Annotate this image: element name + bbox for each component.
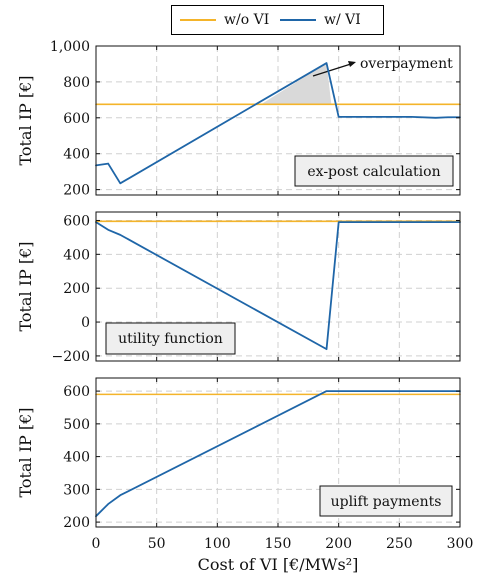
series-line-w-vi — [95, 390, 461, 518]
overpayment-label: overpayment — [360, 56, 453, 72]
y-tick-label: 800 — [63, 75, 90, 91]
y-axis-title: Total IP [€] — [16, 407, 35, 497]
annotation-box — [105, 322, 236, 355]
x-axis-title: Cost of VI [€/MWs²] — [198, 555, 359, 574]
y-tick-label: 400 — [63, 147, 90, 163]
x-tick-label: 100 — [204, 536, 231, 552]
panel-3: 200 300 400 500 600 0 50 100 150 200 250 300 Total I… — [16, 377, 474, 552]
annotation-box — [294, 155, 454, 187]
y-tick-label: 500 — [63, 417, 90, 433]
legend-item-wo-vi: w/o VI — [180, 6, 269, 34]
y-tick-label: 0 — [81, 315, 90, 331]
annotation-label: ex-post calculation — [307, 164, 440, 180]
legend-label-wo-vi: w/o VI — [224, 12, 270, 28]
y-tick-label: 400 — [63, 247, 90, 263]
y-tick-label: 600 — [63, 213, 90, 229]
y-tick-label: 600 — [63, 111, 90, 127]
panel-2: −200 0 200 400 600 Total IP [€] utility functi… — [16, 211, 461, 365]
y-tick-label: 200 — [63, 281, 90, 297]
overpayment-arrow-line — [312, 62, 355, 77]
annotation-label: utility function — [118, 331, 223, 347]
series-line-w-vi — [95, 62, 461, 185]
panel-1: overpayment 200 400 600 800 1,000 Total IP [€]… — [16, 39, 461, 199]
overpayment-arrow-head — [348, 61, 356, 67]
y-tick-label: 1,000 — [50, 39, 90, 55]
y-tick-label: −200 — [52, 349, 90, 365]
annotation-label: uplift payments — [331, 494, 442, 510]
legend-item-w-vi: w/ VI — [280, 6, 361, 34]
legend-label-w-vi: w/ VI — [324, 12, 361, 28]
x-tick-label: 200 — [325, 536, 352, 552]
y-tick-label: 600 — [63, 384, 90, 400]
y-tick-label: 200 — [63, 515, 90, 531]
legend: w/o VI w/ VI — [171, 5, 384, 35]
legend-swatch-w-vi — [280, 19, 316, 21]
series-line-w-vi — [95, 221, 461, 351]
y-axis-title: Total IP [€] — [16, 241, 35, 331]
y-tick-label: 200 — [63, 183, 90, 199]
x-tick-label: 300 — [447, 536, 474, 552]
annotation-box — [319, 485, 453, 517]
y-tick-label: 300 — [63, 482, 90, 498]
y-axis-title: Total IP [€] — [16, 75, 35, 165]
overpayment-area — [261, 63, 332, 105]
x-tick-label: 0 — [92, 536, 101, 552]
legend-swatch-wo-vi — [180, 19, 216, 21]
y-tick-label: 400 — [63, 450, 90, 466]
x-tick-label: 50 — [148, 536, 166, 552]
x-tick-label: 150 — [265, 536, 292, 552]
x-tick-label: 250 — [386, 536, 413, 552]
